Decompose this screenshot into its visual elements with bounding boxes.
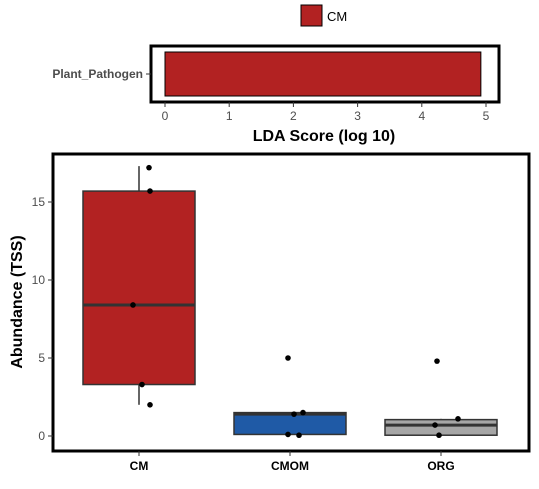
data-point — [291, 411, 297, 417]
lda-x-ticks: 0 1 2 3 4 5 — [162, 102, 490, 123]
data-point — [139, 381, 145, 388]
data-point — [296, 432, 302, 439]
data-point — [300, 409, 306, 416]
data-point — [455, 416, 461, 422]
box-x-tick-label: CMOM — [271, 459, 309, 473]
box-x-ticks: CM CMOM ORG — [130, 451, 455, 473]
data-point — [285, 355, 291, 361]
lda-x-tick-label: 2 — [290, 109, 297, 123]
lda-bars — [164, 51, 482, 97]
data-point — [434, 358, 440, 364]
lda-x-tick-label: 1 — [226, 109, 233, 123]
box-x-tick-label: CM — [130, 459, 149, 473]
legend: CM — [300, 4, 347, 27]
box-y-tick-label: 5 — [38, 351, 45, 365]
data-point — [147, 188, 153, 194]
lda-bar — [164, 51, 482, 97]
box-group-org — [384, 358, 498, 439]
box-group-cmom — [233, 355, 347, 439]
lda-category-labels: Plant_Pathogen — [52, 67, 151, 81]
lda-category-label: Plant_Pathogen — [52, 67, 143, 81]
data-point — [436, 432, 442, 439]
lda-x-tick-label: 5 — [483, 109, 490, 123]
box-y-tick-label: 10 — [32, 273, 46, 287]
box-group-cm — [82, 164, 196, 408]
lda-chart: Plant_Pathogen 0 1 2 3 4 5 LDA Score (log 10) — [52, 44, 501, 145]
box-y-axis-title: Abundance (TSS) — [9, 235, 26, 368]
data-point — [432, 422, 438, 428]
box-y-tick-label: 15 — [32, 195, 46, 209]
legend-swatch — [300, 4, 323, 27]
lda-x-tick-label: 4 — [418, 109, 425, 123]
data-point — [130, 302, 136, 308]
box — [82, 190, 196, 386]
data-point — [146, 164, 152, 171]
box-x-tick-label: ORG — [427, 459, 454, 473]
data-point — [147, 402, 153, 408]
box — [233, 411, 347, 436]
data-point — [285, 431, 291, 438]
box-y-ticks: 0 5 10 15 — [32, 195, 53, 443]
lda-x-tick-label: 0 — [162, 109, 169, 123]
lda-x-axis-title: LDA Score (log 10) — [253, 128, 396, 145]
box-groups — [82, 164, 498, 439]
box-chart: 0 5 10 15 CM CMOM ORG Abundance (TSS) — [9, 152, 531, 473]
box-y-tick-label: 0 — [38, 429, 45, 443]
legend-label: CM — [327, 9, 347, 24]
lda-x-tick-label: 3 — [354, 109, 361, 123]
box — [384, 418, 498, 436]
